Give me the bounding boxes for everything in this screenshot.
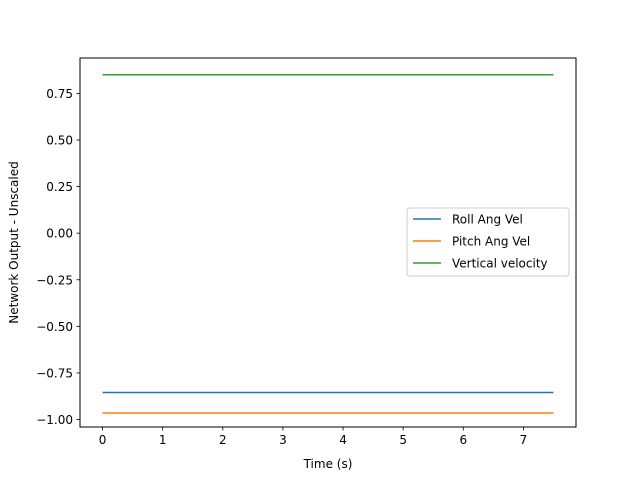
legend-box [406,207,570,277]
x-tick-label: 1 [159,433,167,447]
legend-items: Roll Ang Vel Pitch Ang Vel Vertical veloci… [413,213,548,271]
x-axis-label: Time (s) [303,457,353,471]
y-tick-label: 0.00 [46,227,73,241]
y-tick-label: 0.25 [46,180,73,194]
x-tick-label: 2 [219,433,227,447]
x-tick-label: 0 [99,433,107,447]
legend: Roll Ang Vel Pitch Ang Vel Vertical veloci… [406,207,570,277]
axes-frame [79,57,577,428]
x-tick-label: 7 [520,433,528,447]
x-tick-label: 5 [399,433,407,447]
x-tick-label: 3 [279,433,287,447]
y-ticks: −1.00 −0.75 −0.50 −0.25 0.00 0.25 0.50 0.75 [36,87,80,427]
y-tick-label: 0.75 [46,87,73,101]
y-tick-label: 0.50 [46,134,73,148]
y-tick-label: −0.75 [36,366,73,380]
y-tick-label: −1.00 [36,413,73,427]
y-tick-label: −0.25 [36,273,73,287]
legend-label-0: Roll Ang Vel [452,213,523,227]
x-tick-label: 6 [459,433,467,447]
x-ticks: 0 1 2 3 4 5 6 7 [99,427,527,447]
series-layer [102,74,554,414]
legend-label-1: Pitch Ang Vel [452,235,530,249]
y-axis-label: Network Output - Unscaled [7,161,21,324]
y-tick-label: −0.50 [36,320,73,334]
legend-label-2: Vertical velocity [452,257,548,271]
x-tick-label: 4 [339,433,347,447]
